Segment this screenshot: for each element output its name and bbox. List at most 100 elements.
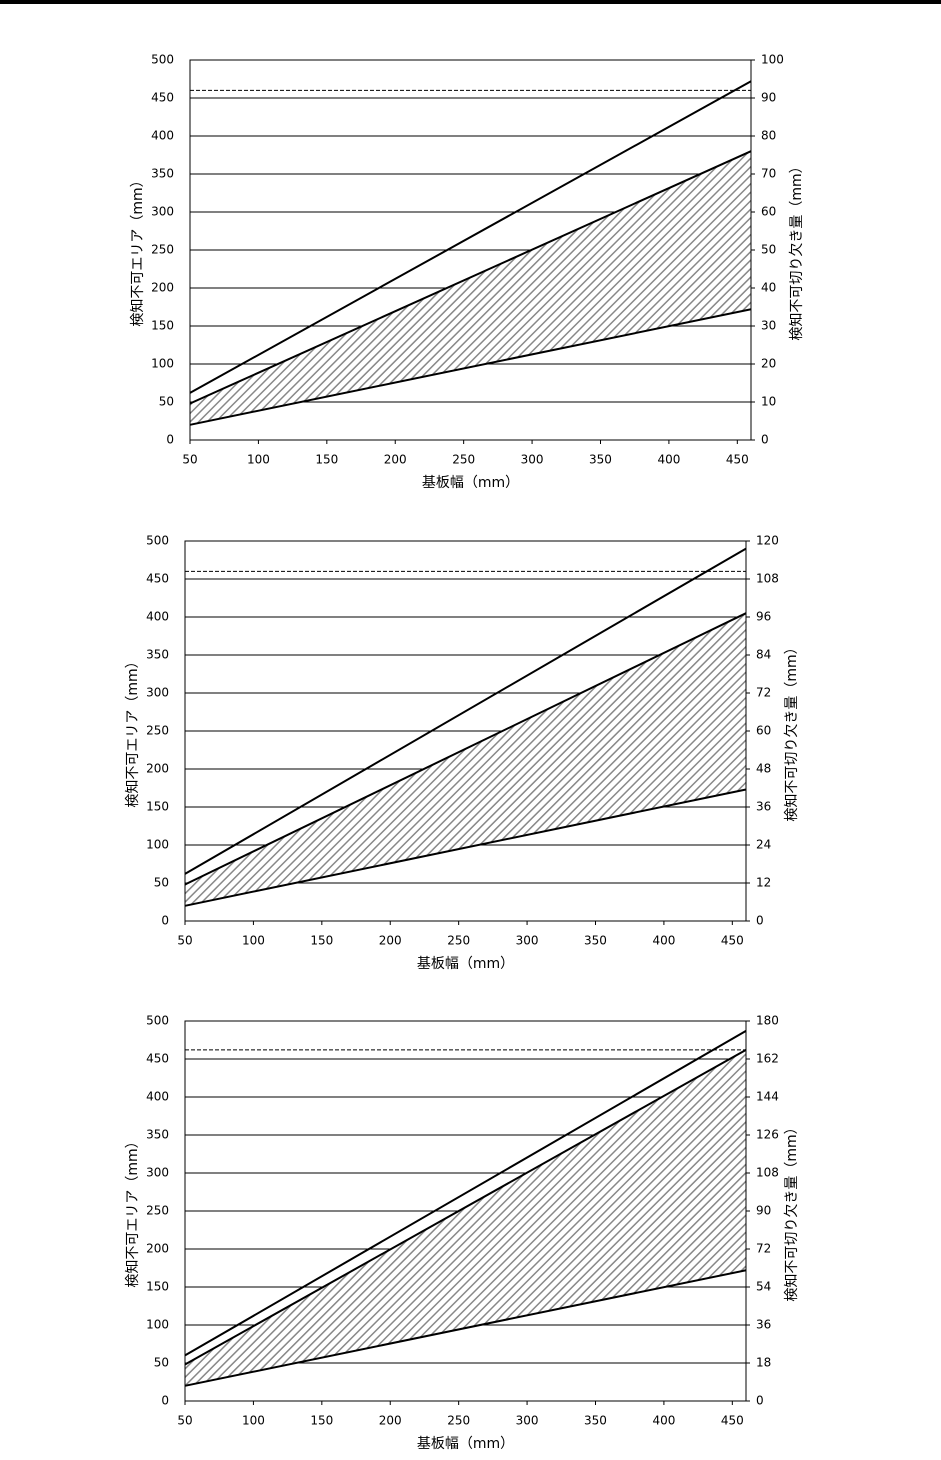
y-tick-label: 50 (154, 876, 169, 890)
y2-tick-label: 18 (756, 1356, 771, 1370)
x-tick-label: 200 (379, 1414, 402, 1428)
y2-tick-label: 12 (756, 876, 771, 890)
axis-title: 検知不可エリア（mm） (129, 173, 146, 326)
x-tick-label: 50 (177, 934, 192, 948)
x-tick-label: 50 (182, 453, 197, 467)
y2-tick-label: 60 (756, 724, 771, 738)
y-tick-label: 250 (151, 243, 174, 257)
line (189, 308, 752, 426)
x-tick-label: 350 (589, 453, 612, 467)
y-tick-label: 300 (151, 205, 174, 219)
hatched-band (185, 1049, 746, 1386)
y2-tick-label: 120 (756, 534, 779, 548)
y-tick-label: 300 (146, 686, 169, 700)
x-tick-label: 400 (652, 934, 675, 948)
y2-tick-label: 90 (756, 1204, 771, 1218)
x-tick-label: 250 (447, 1414, 470, 1428)
y-tick-label: 0 (161, 1394, 169, 1408)
y-tick-label: 200 (146, 762, 169, 776)
line (184, 1049, 747, 1366)
x-tick-label: 100 (242, 934, 265, 948)
axis-title: 検知不可エリア（mm） (124, 1134, 141, 1287)
line (184, 612, 747, 886)
x-tick-label: 250 (452, 453, 475, 467)
y-tick-label: 200 (146, 1242, 169, 1256)
axis-title: 検知不可エリア（mm） (124, 654, 141, 807)
line (184, 788, 747, 907)
y2-tick-label: 0 (756, 1394, 764, 1408)
y-tick-label: 0 (161, 914, 169, 928)
line (184, 1030, 747, 1357)
x-tick-label: 150 (310, 1414, 333, 1428)
y2-tick-label: 50 (761, 243, 776, 257)
y2-tick-label: 0 (756, 914, 764, 928)
y2-tick-label: 20 (761, 357, 776, 371)
y2-tick-label: 108 (756, 1166, 779, 1180)
x-tick-label: 400 (652, 1414, 675, 1428)
y2-tick-label: 10 (761, 395, 776, 409)
x-tick-label: 400 (657, 453, 680, 467)
y2-tick-label: 48 (756, 762, 771, 776)
plot-frame (184, 1020, 747, 1402)
y-tick-label: 100 (146, 838, 169, 852)
y2-tick-label: 84 (756, 648, 771, 662)
y2-tick-label: 30 (761, 319, 776, 333)
y2-tick-label: 162 (756, 1052, 779, 1066)
x-tick-label: 100 (247, 453, 270, 467)
y-tick-label: 450 (151, 91, 174, 105)
hatched-band (185, 613, 746, 906)
y2-tick-label: 96 (756, 610, 771, 624)
y-tick-label: 300 (146, 1166, 169, 1180)
x-tick-label: 300 (521, 453, 544, 467)
x-tick-label: 450 (721, 1414, 744, 1428)
y2-tick-label: 108 (756, 572, 779, 586)
y2-tick-label: 100 (761, 53, 784, 67)
y2-tick-label: 180 (756, 1014, 779, 1028)
y-tick-label: 350 (151, 167, 174, 181)
y2-tick-label: 126 (756, 1128, 779, 1142)
y2-tick-label: 36 (756, 1318, 771, 1332)
line (184, 547, 747, 875)
y2-tick-label: 144 (756, 1090, 779, 1104)
y-tick-label: 100 (146, 1318, 169, 1332)
y2-tick-label: 80 (761, 129, 776, 143)
line (189, 150, 752, 405)
y-tick-label: 150 (151, 319, 174, 333)
x-tick-label: 250 (447, 934, 470, 948)
y-tick-label: 200 (151, 281, 174, 295)
y-tick-label: 400 (146, 1090, 169, 1104)
y-tick-label: 500 (146, 534, 169, 548)
top-bar (0, 0, 941, 4)
axis-title: 検知不可切り欠き量（mm） (783, 1120, 800, 1301)
axis-title: 検知不可切り欠き量（mm） (788, 159, 805, 340)
line (184, 1269, 747, 1387)
x-tick-label: 200 (379, 934, 402, 948)
y-tick-label: 50 (154, 1356, 169, 1370)
y-tick-label: 400 (151, 129, 174, 143)
x-tick-label: 200 (384, 453, 407, 467)
x-tick-label: 50 (177, 1414, 192, 1428)
y-tick-label: 500 (146, 1014, 169, 1028)
y-tick-label: 450 (146, 1052, 169, 1066)
axis-title: 基板幅（mm） (417, 1435, 514, 1452)
y2-tick-label: 40 (761, 281, 776, 295)
y-tick-label: 150 (146, 800, 169, 814)
x-tick-label: 350 (584, 934, 607, 948)
hatched-band (190, 151, 751, 425)
y-tick-label: 250 (146, 724, 169, 738)
y-tick-label: 150 (146, 1280, 169, 1294)
plot-frame (189, 59, 752, 441)
y-tick-label: 400 (146, 610, 169, 624)
x-tick-label: 300 (516, 1414, 539, 1428)
y2-tick-label: 90 (761, 91, 776, 105)
y2-tick-label: 24 (756, 838, 771, 852)
y2-tick-label: 0 (761, 433, 769, 447)
y-tick-label: 50 (159, 395, 174, 409)
y-tick-label: 350 (146, 648, 169, 662)
x-tick-label: 450 (721, 934, 744, 948)
axis-title: 基板幅（mm） (417, 955, 514, 972)
x-tick-label: 150 (310, 934, 333, 948)
y2-tick-label: 70 (761, 167, 776, 181)
